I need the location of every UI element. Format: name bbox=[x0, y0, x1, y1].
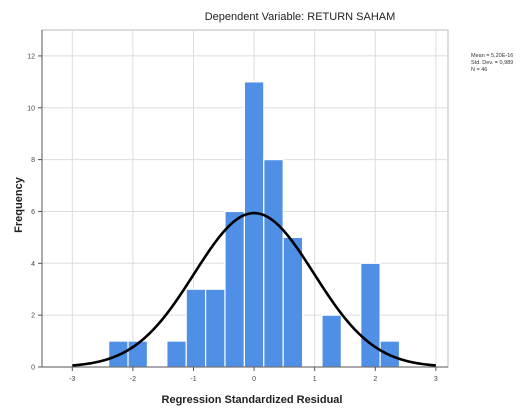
y-tick-label: 6 bbox=[31, 209, 35, 216]
y-tick-label: 12 bbox=[27, 53, 35, 60]
stats-legend: Mean = 5,20E-16 Std. Dev. = 0,989 N = 46 bbox=[471, 53, 513, 73]
y-axis-label: Frequency bbox=[13, 176, 25, 233]
chart-title: Dependent Variable: RETURN SAHAM bbox=[205, 11, 396, 23]
histogram-bar bbox=[166, 340, 187, 368]
y-tick-label: 8 bbox=[31, 157, 35, 164]
histogram-bar bbox=[243, 81, 265, 368]
stat-n: N = 46 bbox=[471, 67, 487, 73]
histogram-bar bbox=[263, 159, 284, 368]
histogram-bar bbox=[205, 288, 226, 368]
x-tick-label: 3 bbox=[434, 376, 438, 383]
histogram-bar bbox=[224, 210, 245, 368]
x-axis-label: Regression Standardized Residual bbox=[162, 394, 343, 406]
x-tick-label: -3 bbox=[69, 376, 75, 383]
normal-curve bbox=[72, 211, 436, 367]
histogram-bar bbox=[321, 314, 342, 368]
x-tick-label: 2 bbox=[373, 376, 377, 383]
stat-mean: Mean = 5,20E-16 bbox=[471, 53, 513, 59]
y-tick-label: 4 bbox=[31, 261, 35, 268]
y-tick-label: 0 bbox=[31, 365, 35, 372]
x-tick-label: 0 bbox=[252, 376, 256, 383]
histogram-bar bbox=[185, 288, 207, 368]
x-tick-label: 1 bbox=[313, 376, 317, 383]
x-tick-label: -1 bbox=[190, 376, 196, 383]
histogram-bar bbox=[282, 236, 304, 368]
histogram-bar bbox=[360, 262, 381, 368]
y-tick-label: 2 bbox=[31, 313, 35, 320]
x-tick-label: -2 bbox=[130, 376, 136, 383]
y-tick-label: 10 bbox=[27, 105, 35, 112]
stat-std-dev: Std. Dev. = 0,989 bbox=[471, 60, 513, 66]
